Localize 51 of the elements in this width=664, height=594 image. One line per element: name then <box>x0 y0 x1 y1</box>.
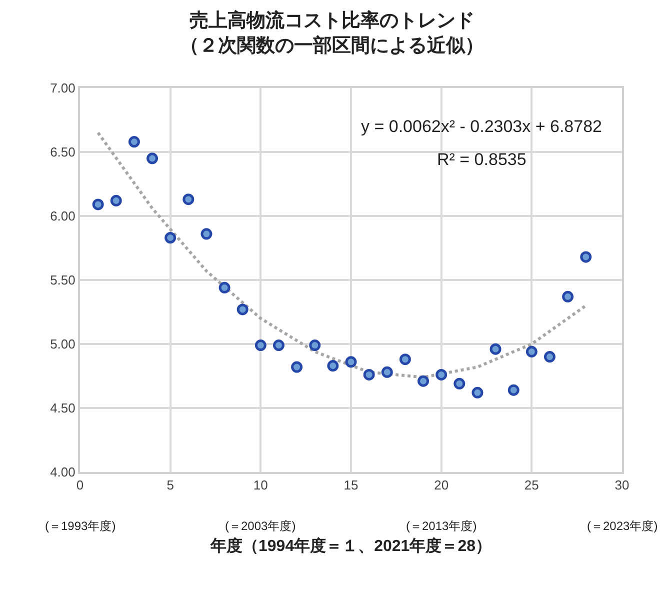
y-tick-label: 4.00 <box>50 464 76 480</box>
x-tick-label: 25 <box>524 478 539 493</box>
point <box>454 378 466 390</box>
point <box>309 340 321 352</box>
chart-subtitle: （２次関数の一部区間による近似） <box>180 34 484 56</box>
point <box>562 290 574 302</box>
point <box>508 384 520 396</box>
point <box>490 343 502 355</box>
x-tick-label: 20 <box>434 478 449 493</box>
point <box>110 194 122 206</box>
point <box>146 152 158 164</box>
point <box>418 375 430 387</box>
point <box>472 386 484 398</box>
point <box>272 340 284 352</box>
x-tick-label: 30 <box>614 478 630 493</box>
point <box>327 360 339 372</box>
point <box>436 368 448 380</box>
point <box>92 198 104 210</box>
point <box>236 304 248 316</box>
point <box>200 228 212 240</box>
point <box>544 351 556 363</box>
point <box>218 282 230 294</box>
text: (＝2023年度) <box>587 519 658 533</box>
text: (＝1993年度) <box>45 519 116 533</box>
point <box>291 361 303 373</box>
point <box>182 194 194 206</box>
y-tick-label: 5.50 <box>50 272 76 288</box>
x-tick-label: 15 <box>344 478 358 493</box>
text: (＝2013年度) <box>406 519 477 533</box>
point <box>254 340 266 352</box>
y-tick-label: 6.00 <box>50 208 76 224</box>
y-tick-label: 7.00 <box>50 80 76 96</box>
x-tick-label: 0 <box>76 478 84 493</box>
point <box>128 136 140 148</box>
y-tick-label: 5.00 <box>50 336 76 352</box>
point <box>399 354 411 366</box>
point <box>345 356 357 368</box>
annotation: y = 0.0062x² - 0.2303x + 6.8782 <box>361 117 602 136</box>
x-tick-label: 10 <box>253 478 268 493</box>
y-tick-label: 4.50 <box>50 400 76 416</box>
text: (＝2003年度) <box>225 519 296 533</box>
y-tick-label: 6.50 <box>50 144 76 160</box>
point <box>363 368 375 380</box>
chart-title: 売上高物流コスト比率のトレンド <box>190 10 474 32</box>
point <box>164 232 176 244</box>
x-axis-title: 年度（1994年度＝１、2021年度＝28） <box>210 536 492 555</box>
x-tick-label: 5 <box>166 478 174 493</box>
point <box>526 346 538 358</box>
point <box>381 366 393 378</box>
annotation: R² = 0.8535 <box>437 150 526 169</box>
point <box>580 251 592 263</box>
